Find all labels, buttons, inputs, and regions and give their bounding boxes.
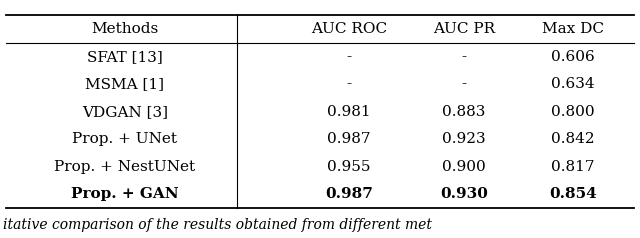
- Text: 0.606: 0.606: [551, 50, 595, 64]
- Text: 0.842: 0.842: [551, 132, 595, 146]
- Text: VDGAN [3]: VDGAN [3]: [82, 105, 168, 119]
- Text: 0.930: 0.930: [440, 188, 488, 202]
- Text: 0.800: 0.800: [551, 105, 595, 119]
- Text: 0.987: 0.987: [325, 188, 372, 202]
- Text: 0.634: 0.634: [551, 77, 595, 91]
- Text: Max DC: Max DC: [542, 22, 604, 36]
- Text: -: -: [461, 50, 467, 64]
- Text: 0.987: 0.987: [327, 132, 371, 146]
- Text: 0.923: 0.923: [442, 132, 486, 146]
- Text: -: -: [346, 50, 351, 64]
- Text: 0.817: 0.817: [551, 160, 595, 174]
- Text: AUC ROC: AUC ROC: [311, 22, 387, 36]
- Text: 0.854: 0.854: [549, 188, 596, 202]
- Text: Prop. + UNet: Prop. + UNet: [72, 132, 177, 146]
- Text: Prop. + NestUNet: Prop. + NestUNet: [54, 160, 195, 174]
- Text: AUC PR: AUC PR: [433, 22, 495, 36]
- Text: MSMA [1]: MSMA [1]: [85, 77, 164, 91]
- Text: -: -: [461, 77, 467, 91]
- Text: itative comparison of the results obtained from different met: itative comparison of the results obtain…: [3, 218, 432, 232]
- Text: 0.981: 0.981: [327, 105, 371, 119]
- Text: 0.900: 0.900: [442, 160, 486, 174]
- Text: 0.883: 0.883: [442, 105, 486, 119]
- Text: SFAT [13]: SFAT [13]: [87, 50, 163, 64]
- Text: -: -: [346, 77, 351, 91]
- Text: Prop. + GAN: Prop. + GAN: [71, 188, 179, 202]
- Text: 0.955: 0.955: [327, 160, 371, 174]
- Text: Methods: Methods: [91, 22, 159, 36]
